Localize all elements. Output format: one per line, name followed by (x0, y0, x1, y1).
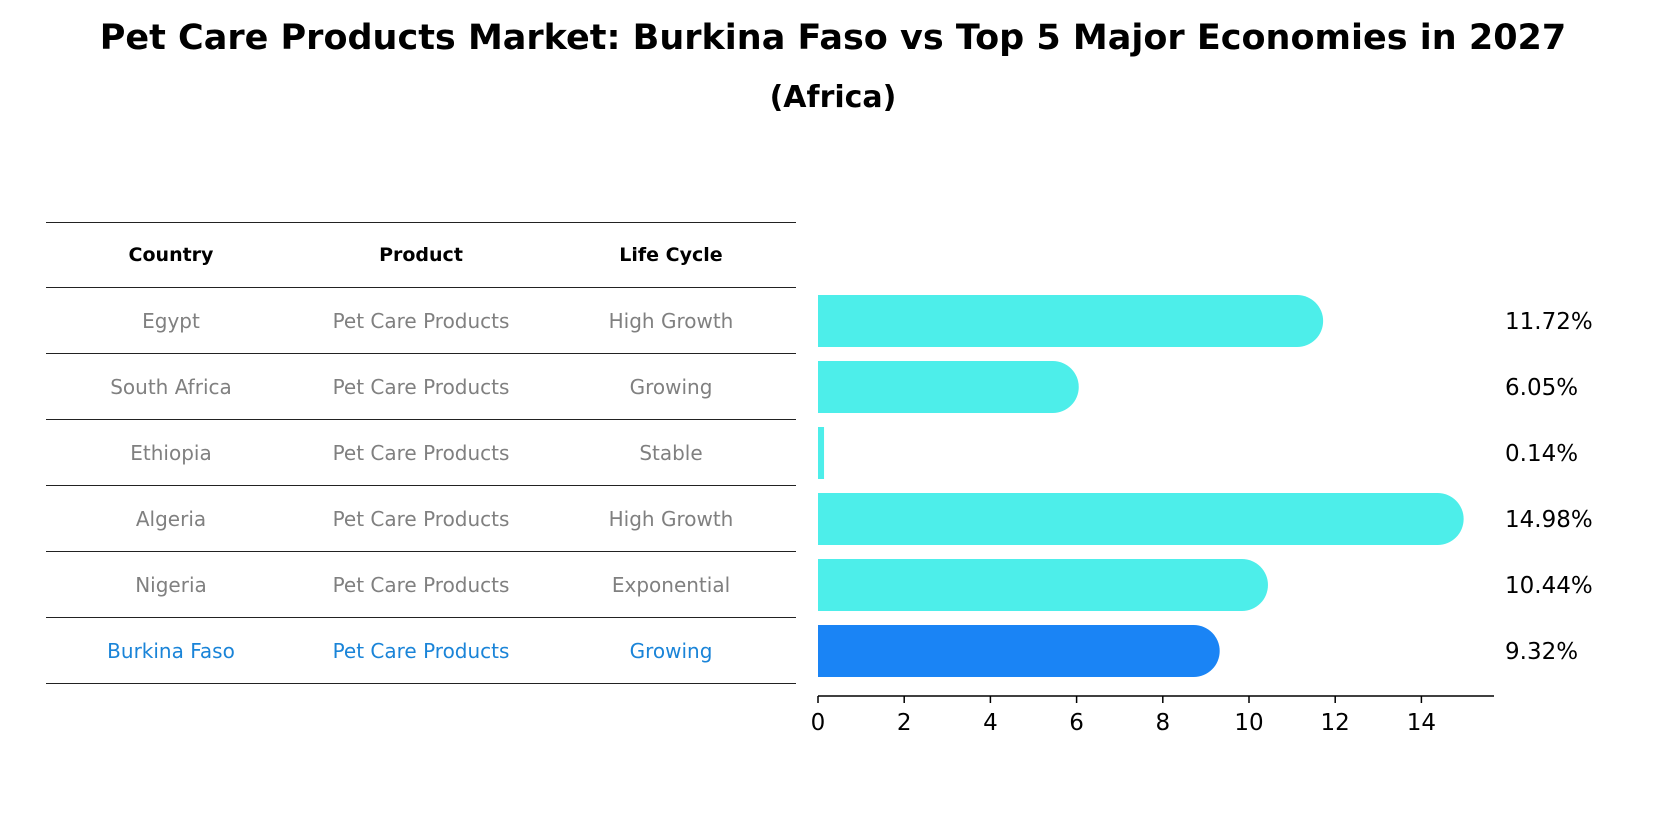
cell-country: Algeria (135, 506, 207, 531)
cell-country: Nigeria (135, 572, 207, 597)
table-row-highlighted: Burkina Faso Pet Care Products Growing (46, 618, 796, 684)
x-tick-label: 4 (983, 710, 998, 736)
cell-country: Ethiopia (130, 440, 212, 465)
cell-life-cycle: Growing (629, 638, 713, 663)
x-tick-label: 12 (1321, 710, 1350, 736)
table-row: South Africa Pet Care Products Growing (46, 354, 796, 420)
table-row: Ethiopia Pet Care Products Stable (46, 420, 796, 486)
cell-life-cycle: Growing (629, 374, 713, 399)
header-country: Country (128, 244, 214, 266)
x-tick-label: 6 (1069, 710, 1084, 736)
data-table: Country Product Life Cycle Egypt Pet Car… (46, 222, 796, 684)
bar (818, 493, 1464, 545)
cell-product: Pet Care Products (332, 440, 510, 465)
x-tick-label: 14 (1407, 710, 1436, 736)
bar-value-label: 11.72% (1505, 309, 1593, 335)
bar-value-label: 6.05% (1505, 375, 1578, 401)
cell-life-cycle: High Growth (608, 506, 734, 531)
x-tick-label: 8 (1155, 710, 1170, 736)
table-row: Egypt Pet Care Products High Growth (46, 288, 796, 354)
cell-life-cycle: Exponential (611, 572, 731, 597)
bar-value-label: 0.14% (1505, 441, 1578, 467)
bar-value-label: 9.32% (1505, 639, 1578, 665)
cell-product: Pet Care Products (332, 572, 510, 597)
bar-value-label: 10.44% (1505, 573, 1593, 599)
x-tick-label: 10 (1234, 710, 1263, 736)
x-tick-label: 2 (897, 710, 912, 736)
bar-highlighted (818, 625, 1220, 677)
x-tick-label: 0 (811, 710, 826, 736)
cell-life-cycle: Stable (639, 440, 703, 465)
chart-title: Pet Care Products Market: Burkina Faso v… (99, 18, 1567, 58)
table-row: Algeria Pet Care Products High Growth (46, 486, 796, 552)
chart-subtitle: (Africa) (769, 80, 897, 115)
header-product: Product (379, 244, 463, 266)
cell-country: Burkina Faso (107, 638, 235, 663)
cell-product: Pet Care Products (332, 638, 510, 663)
bar-value-label: 14.98% (1505, 507, 1593, 533)
bar (818, 295, 1324, 347)
cell-product: Pet Care Products (332, 506, 510, 531)
table-header-row: Country Product Life Cycle (46, 222, 796, 288)
cell-country: South Africa (110, 374, 232, 399)
cell-product: Pet Care Products (332, 308, 510, 333)
cell-country: Egypt (142, 308, 200, 333)
table-row: Nigeria Pet Care Products Exponential (46, 552, 796, 618)
bar (818, 559, 1268, 611)
bar (818, 427, 825, 479)
cell-product: Pet Care Products (332, 374, 510, 399)
cell-life-cycle: High Growth (608, 308, 734, 333)
header-life-cycle: Life Cycle (619, 244, 723, 266)
bar (818, 361, 1079, 413)
